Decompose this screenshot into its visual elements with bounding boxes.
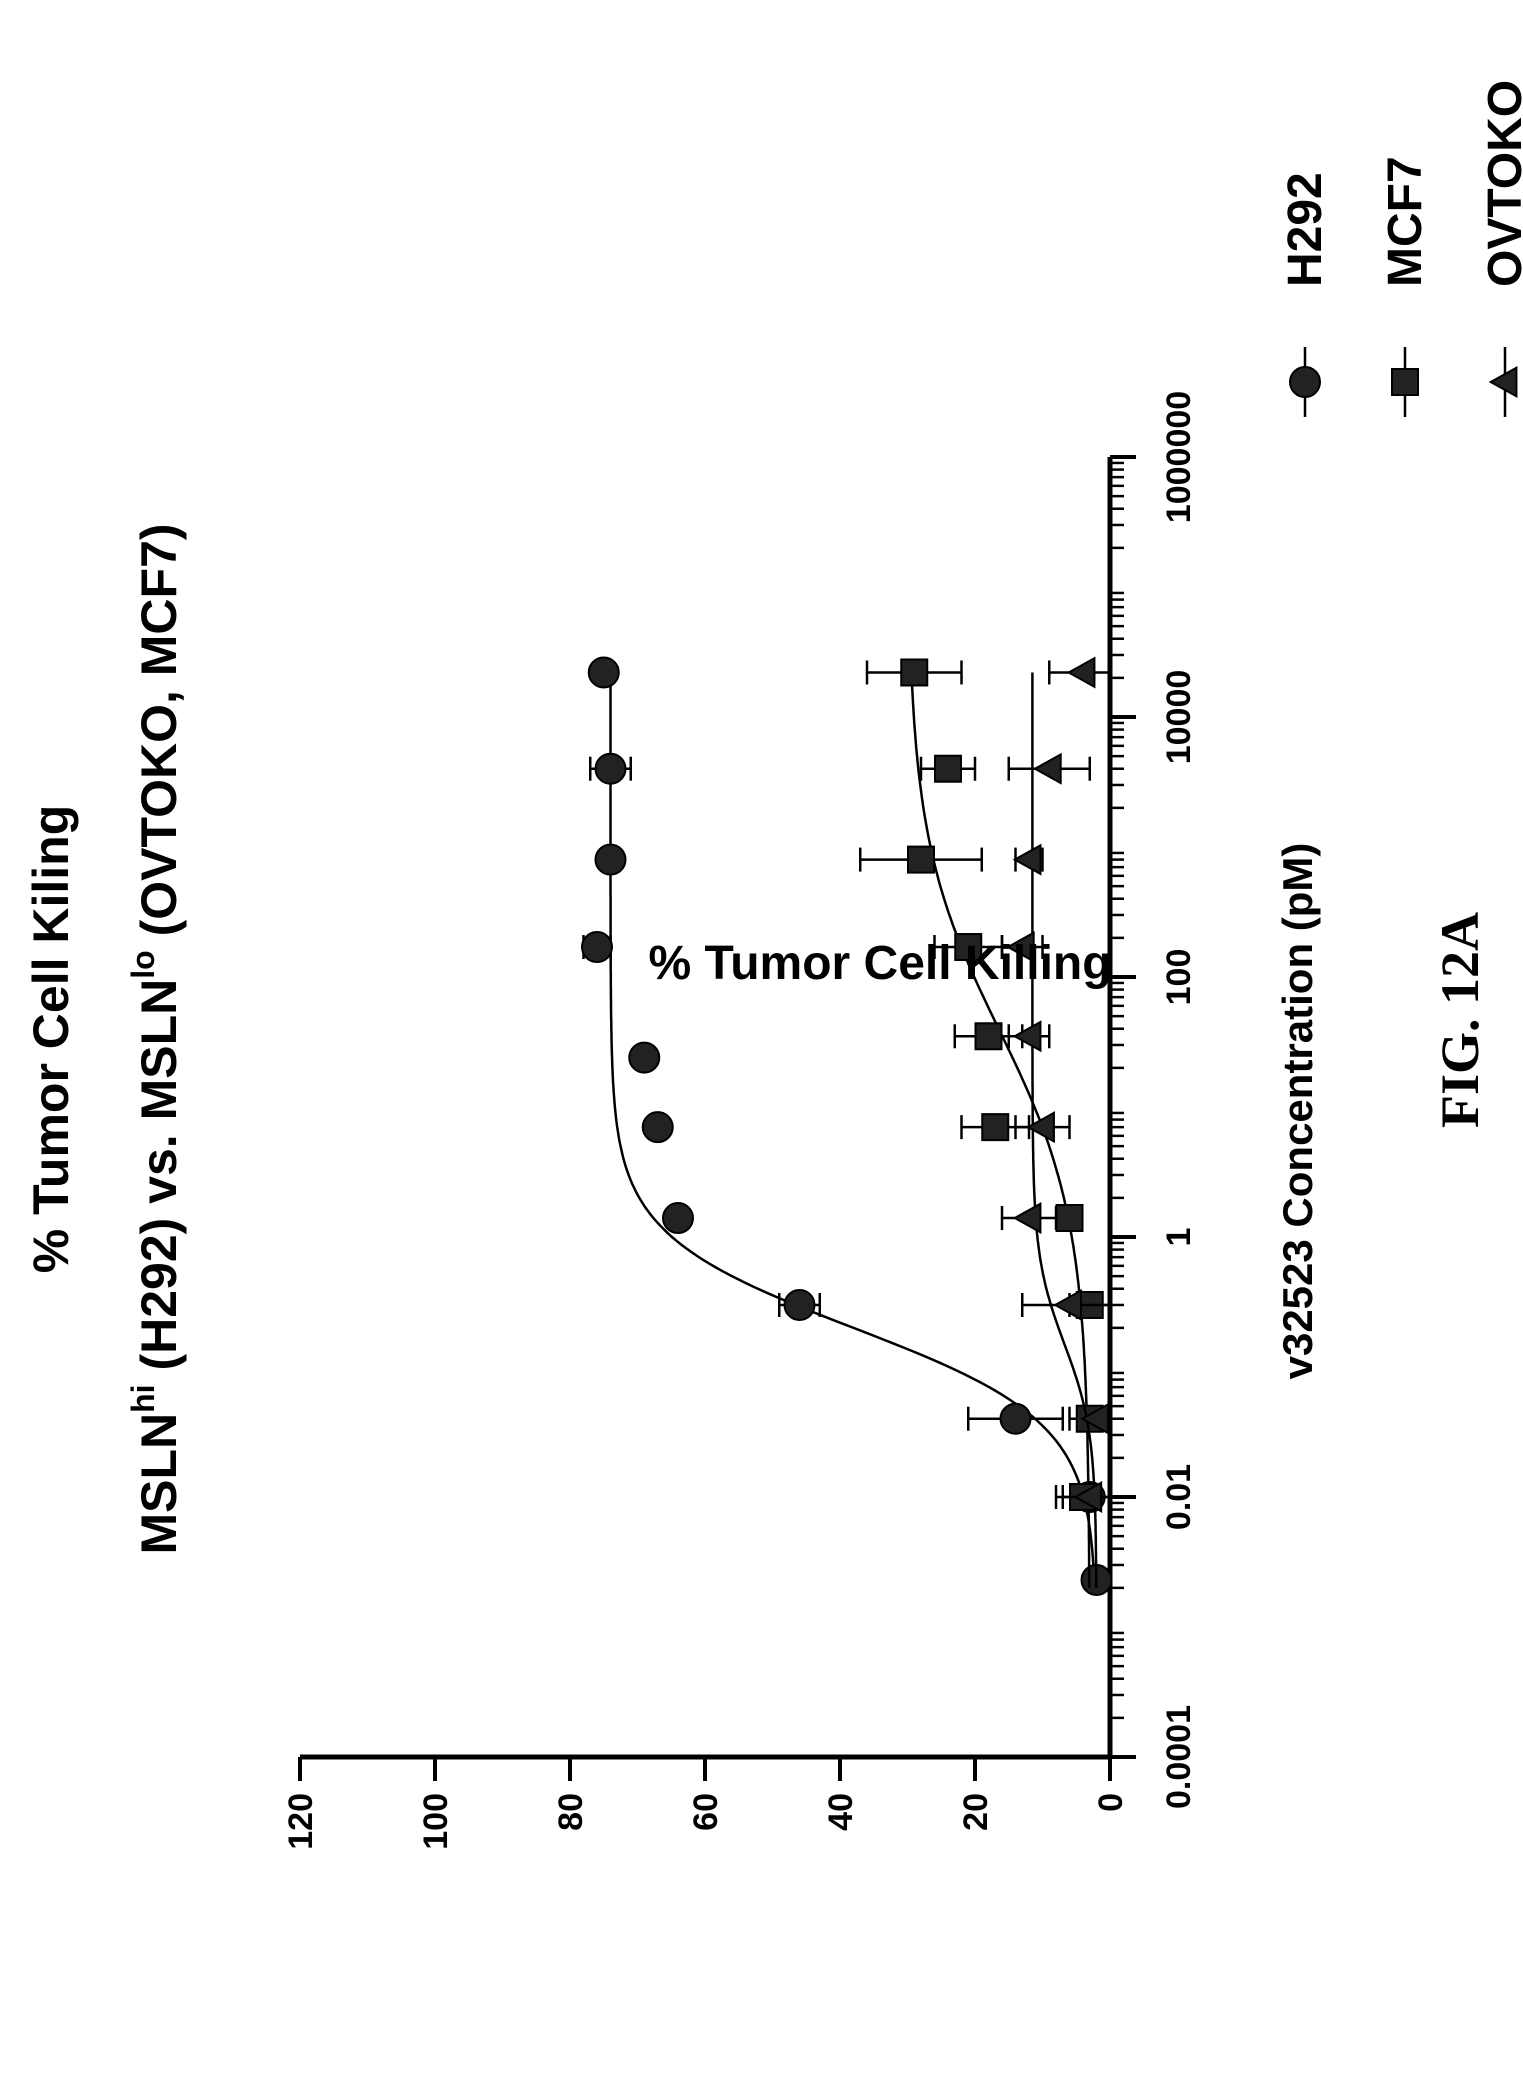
y-tick-label: 20 — [957, 1793, 995, 1831]
subtitle-middle: (H292) vs. MSLN — [131, 979, 187, 1385]
x-axis-label: v32523 Concentration (pM) — [1274, 843, 1321, 1380]
y-tick-label: 100 — [417, 1793, 455, 1850]
legend-marker — [1488, 366, 1518, 398]
data-point-ovtoko — [1073, 1481, 1103, 1513]
data-point-mcf7 — [934, 754, 962, 783]
data-point-ovtoko — [1026, 1111, 1055, 1144]
data-point-mcf7 — [974, 1022, 1003, 1051]
data-point-ovtoko — [1066, 656, 1096, 689]
data-point-ovtoko — [1053, 1288, 1082, 1321]
legend-entry-mcf7: MCF7 — [1379, 156, 1432, 417]
chart-title: % Tumor Cell Kiling — [23, 805, 79, 1274]
fit-curve-h292 — [609, 672, 1096, 1588]
data-point-ovtoko — [1012, 843, 1042, 876]
legend-label: H292 — [1279, 172, 1332, 287]
y-tick-label: 120 — [282, 1793, 320, 1850]
figure-caption: FIG. 12A — [1430, 912, 1490, 1128]
data-point-ovtoko — [1032, 752, 1062, 785]
data-point-h292 — [594, 752, 627, 785]
chart: % Tumor Cell Kiling MSLNhi (H292) vs. MS… — [23, 80, 1523, 1850]
x-tick-label: 100 — [1160, 949, 1198, 1006]
data-point-mcf7 — [981, 1113, 1010, 1142]
legend: H292 MCF7 OVTOKO — [1279, 80, 1523, 417]
x-tick-label: 0.01 — [1160, 1464, 1198, 1530]
data-point-mcf7 — [954, 933, 983, 962]
data-point-h292 — [581, 931, 613, 964]
x-tick-label: 10000 — [1160, 670, 1198, 765]
data-point-mcf7 — [900, 658, 929, 687]
data-point-mcf7 — [907, 845, 935, 874]
plot-area: 0.0001 0.01 1 100 10000 1000000 0 20 40 60 80 100 12… — [282, 391, 1198, 1850]
data-point-h292 — [587, 656, 620, 689]
subtitle-suffix: (OVTOKO, MCF7) — [131, 523, 187, 950]
chart-subtitle: MSLNhi (H292) vs. MSLNlo (OVTOKO, MCF7) — [125, 523, 187, 1554]
subtitle-prefix: MSLN — [131, 1413, 187, 1555]
y-tick-label: 0 — [1092, 1793, 1130, 1812]
y-axis-label: % Tumor Cell Killing — [648, 937, 1111, 990]
legend-marker — [1289, 366, 1321, 398]
data-point-h292 — [641, 1111, 674, 1144]
legend-label: MCF7 — [1379, 156, 1432, 287]
data-point-h292 — [628, 1041, 661, 1074]
data-point-h292 — [662, 1202, 694, 1235]
y-tick-label: 80 — [552, 1793, 590, 1831]
y-tick-label: 40 — [822, 1793, 860, 1831]
data-point-h292 — [594, 843, 627, 876]
legend-label: OVTOKO — [1479, 80, 1523, 287]
legend-entry-ovtoko: OVTOKO — [1479, 80, 1523, 417]
data-point-ovtoko — [1080, 1402, 1109, 1435]
subtitle-sup-hi: hi — [125, 1384, 161, 1412]
data-point-h292 — [783, 1288, 816, 1321]
subtitle-sup-lo: lo — [125, 950, 161, 978]
data-point-h292 — [999, 1402, 1032, 1435]
x-tick-label: 1 — [1160, 1228, 1198, 1247]
data-point-mcf7 — [1055, 1204, 1084, 1233]
x-tick-label: 1000000 — [1160, 391, 1198, 523]
legend-entry-h292: H292 — [1279, 172, 1332, 417]
data-point-ovtoko — [1012, 1202, 1042, 1235]
data-point-ovtoko — [1012, 1020, 1042, 1053]
x-tick-label: 0.0001 — [1160, 1705, 1198, 1809]
y-tick-label: 60 — [687, 1793, 725, 1831]
data-point-ovtoko — [1005, 931, 1035, 964]
legend-marker — [1391, 368, 1419, 396]
